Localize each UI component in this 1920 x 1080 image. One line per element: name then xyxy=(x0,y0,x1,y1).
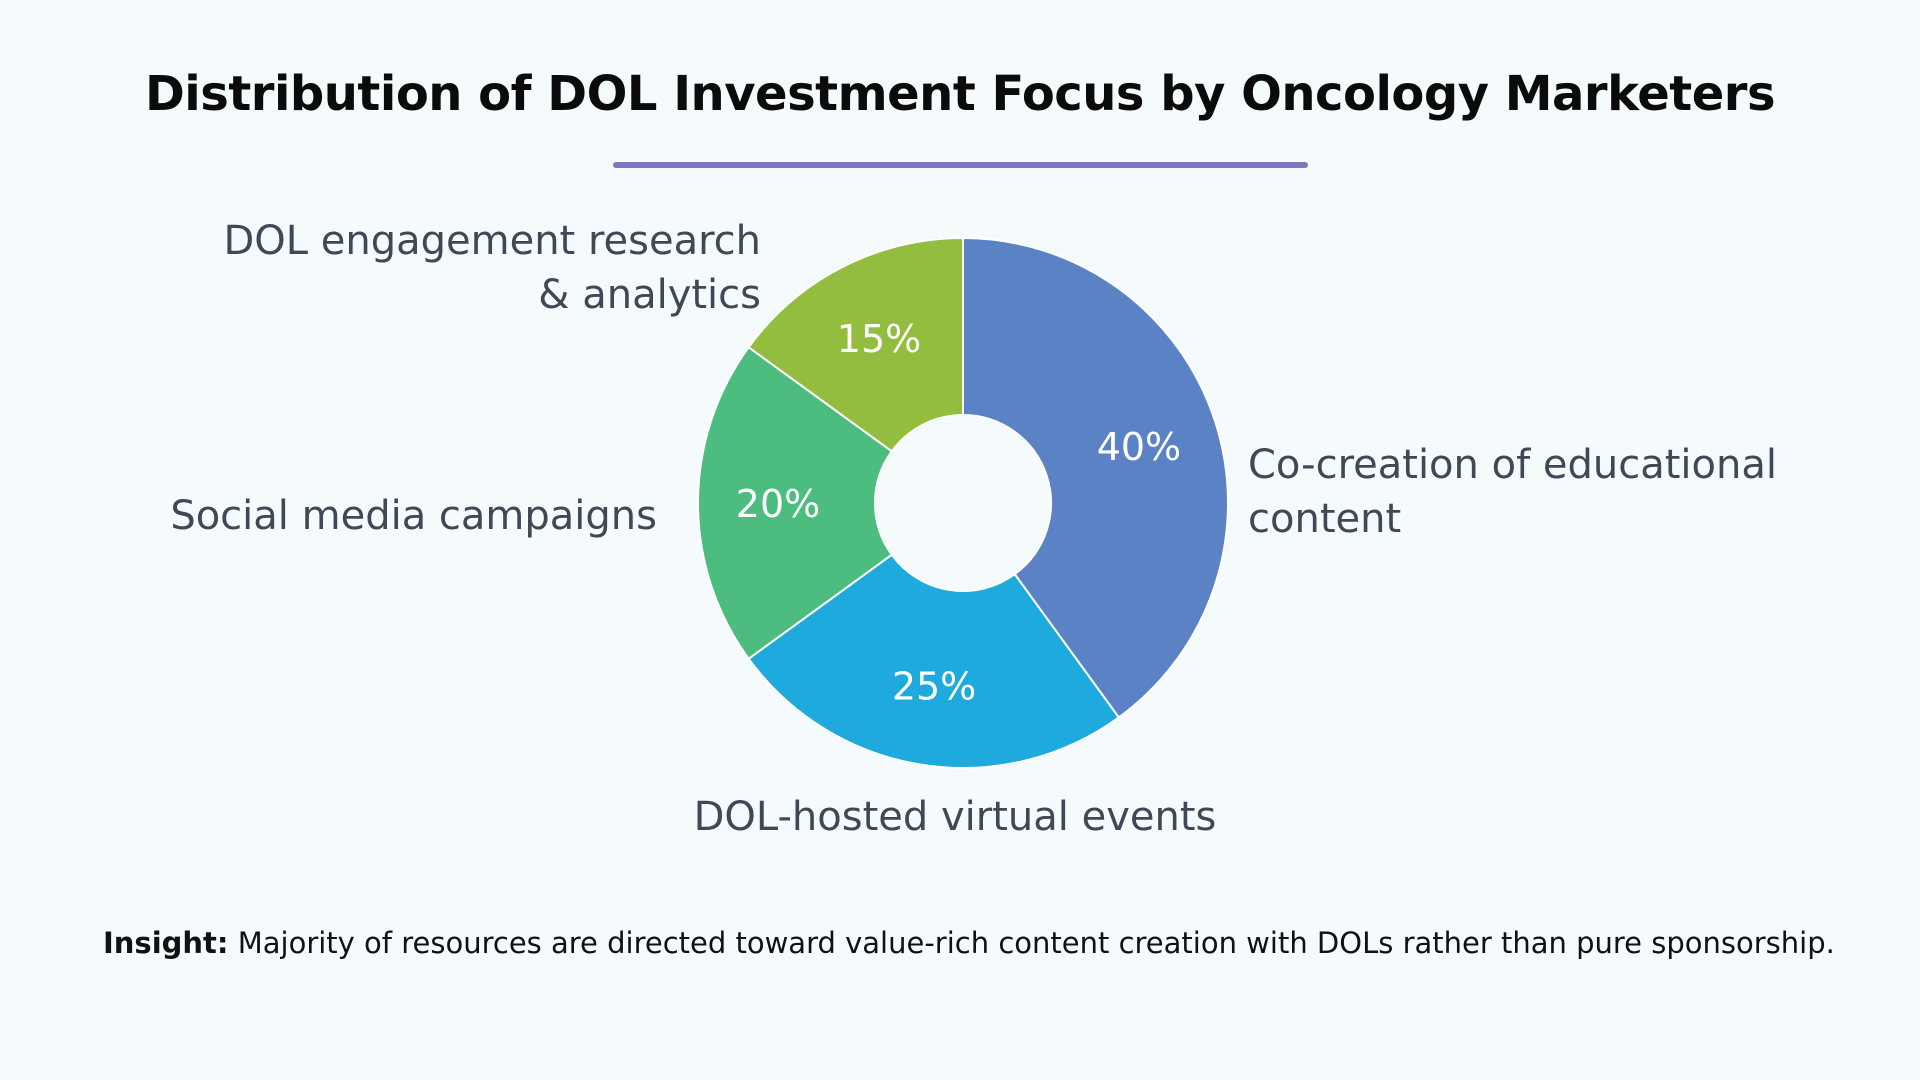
donut-chart: 40% Co-creation of educational content 25% D… xyxy=(170,218,1777,840)
pie-slice xyxy=(747,236,964,453)
slice-value-label: 20% xyxy=(736,482,820,526)
pie-slice xyxy=(747,553,1121,769)
insight-text: Majority of resources are directed towar… xyxy=(228,926,1835,960)
slice-category-label: Co-creation of educational content xyxy=(1248,442,1777,542)
slice-category-label: DOL-hosted virtual events xyxy=(694,794,1217,840)
slice-value-label: 15% xyxy=(837,317,921,361)
slice-category-label: DOL engagement research & analytics xyxy=(223,218,761,318)
slice-value-label: 40% xyxy=(1097,425,1181,469)
slice-value-label: 25% xyxy=(892,665,976,709)
chart-title: Distribution of DOL Investment Focus by … xyxy=(144,66,1776,122)
insight-note: Insight: Majority of resources are direc… xyxy=(103,918,1843,968)
title-underline xyxy=(613,162,1308,168)
pie-slice xyxy=(962,236,1229,719)
pie-slice xyxy=(697,345,894,661)
insight-label: Insight: xyxy=(103,926,229,960)
slice-category-label: Social media campaigns xyxy=(170,493,657,539)
